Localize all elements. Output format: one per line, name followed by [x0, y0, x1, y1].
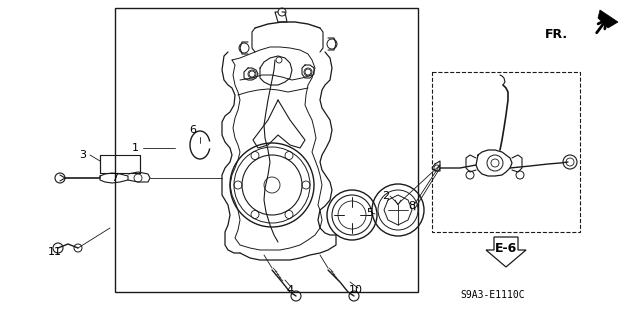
Text: 2: 2 [383, 191, 390, 201]
Bar [115, 8, 418, 292]
Polygon shape [598, 10, 618, 28]
Bar [100, 155, 140, 173]
Text: 4: 4 [287, 285, 294, 295]
Text: 8: 8 [408, 201, 415, 211]
Text: 7: 7 [111, 173, 118, 183]
Text: 10: 10 [349, 285, 363, 295]
Text: FR.: FR. [545, 27, 568, 41]
Text: 1: 1 [131, 143, 138, 153]
Text: 3: 3 [79, 150, 86, 160]
Text: 6: 6 [189, 125, 196, 135]
Text: 5: 5 [367, 208, 374, 218]
Bar [432, 72, 580, 232]
Text: 11: 11 [48, 247, 62, 257]
Text: E-6: E-6 [495, 241, 517, 255]
Text: S9A3-E1110C: S9A3-E1110C [460, 290, 525, 300]
